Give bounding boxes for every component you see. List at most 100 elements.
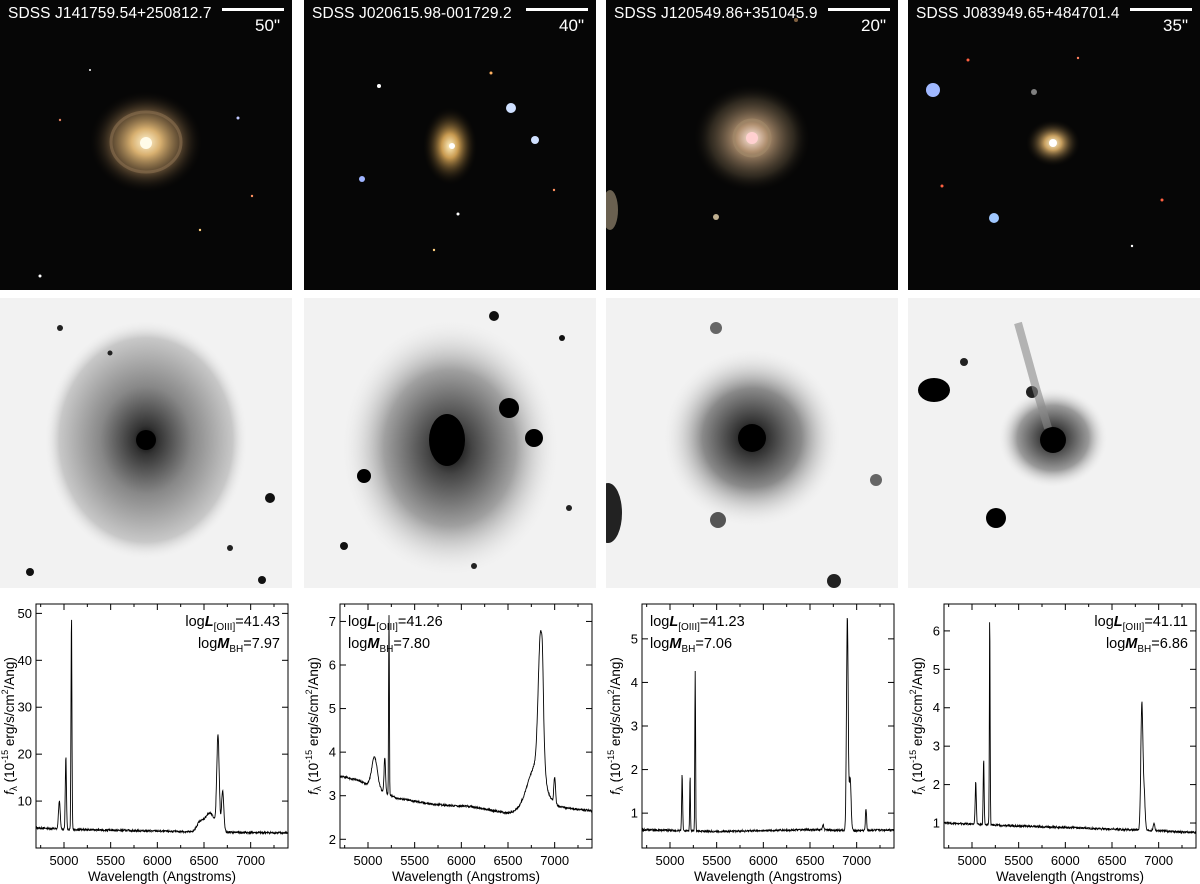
- y-tick-label: 4: [933, 700, 940, 715]
- x-tick-label: 6500: [494, 853, 523, 868]
- x-axis-label: Wavelength (Angstroms): [996, 869, 1144, 884]
- spectrum-panel-2: 5000 5500 6000 6500 7000 2 3 4 5 6 7 Wavelength (An…: [304, 596, 596, 884]
- x-tick-label: 5500: [96, 853, 125, 868]
- color-image-2: SDSS J020615.98-001729.2 40": [304, 0, 596, 290]
- scale-bar-2: 40": [524, 8, 588, 36]
- y-axis-label: fλ (10-15 erg/s/cm2/Ang): [0, 657, 20, 795]
- y-tick-label: 5: [933, 662, 940, 677]
- x-tick-label: 5000: [656, 853, 685, 868]
- scale-bar-4: 35": [1128, 8, 1192, 36]
- y-tick-label: 5: [329, 701, 336, 716]
- y-tick-label: 4: [631, 675, 638, 690]
- oiii-luminosity-annotation: logL[OIII]=41.23: [650, 614, 745, 633]
- scale-bar-label: 20": [861, 16, 886, 35]
- x-tick-label: 6500: [796, 853, 825, 868]
- y-tick-label: 2: [933, 777, 940, 792]
- x-tick-label: 5500: [702, 853, 731, 868]
- x-tick-label: 7000: [540, 853, 569, 868]
- spectrum-plot-3: 5000 5500 6000 6500 7000 1 2 3 4 5 Wavelength (Ang…: [606, 603, 895, 884]
- scale-bar-line: [828, 8, 890, 11]
- x-tick-label: 5000: [958, 853, 987, 868]
- y-tick-label: 50: [18, 606, 32, 621]
- oiii-luminosity-annotation: logL[OIII]=41.11: [1094, 614, 1188, 633]
- grayscale-image-4: [908, 298, 1200, 588]
- color-image-3: SDSS J120549.86+351045.9 20": [606, 0, 898, 290]
- bh-mass-annotation: logMBH=7.97: [198, 636, 280, 655]
- plot-frame: [35, 603, 289, 849]
- y-tick-label: 3: [631, 719, 638, 734]
- galaxy-grayscale-image-3: [606, 322, 882, 588]
- scale-bar-line: [1130, 8, 1192, 11]
- x-tick-label: 5000: [354, 853, 383, 868]
- x-tick-label: 6500: [190, 853, 219, 868]
- x-tick-label: 6500: [1098, 853, 1127, 868]
- y-tick-label: 3: [933, 739, 940, 754]
- spectrum-plot-4: 5000 5500 6000 6500 7000 1 2 3 4 5 6 Wavelength (An…: [908, 603, 1197, 884]
- y-axis-label: fλ (10-15 erg/s/cm2/Ang): [908, 657, 928, 795]
- y-tick-label: 3: [329, 788, 336, 803]
- galaxy-color-image-1: [38, 69, 254, 278]
- panel-column-1: SDSS J141759.54+250812.7 50" 5000 5500 600…: [0, 0, 292, 884]
- x-axis-label: Wavelength (Angstroms): [694, 869, 842, 884]
- galaxy-color-image-3: [606, 18, 812, 230]
- galaxy-grayscale-image-2: [340, 311, 572, 578]
- bh-mass-annotation: logMBH=7.80: [348, 636, 430, 655]
- grayscale-image-1: [0, 298, 292, 588]
- x-tick-label: 5000: [50, 853, 79, 868]
- x-tick-label: 6000: [749, 853, 778, 868]
- bh-mass-annotation: logMBH=6.86: [1106, 636, 1188, 655]
- y-tick-label: 10: [18, 794, 32, 809]
- galaxy-color-image-4: [926, 56, 1164, 248]
- x-tick-label: 7000: [1144, 853, 1173, 868]
- x-tick-label: 6000: [1051, 853, 1080, 868]
- plot-frame: [339, 603, 593, 849]
- y-tick-label: 2: [631, 762, 638, 777]
- y-tick-label: 20: [18, 747, 32, 762]
- x-tick-label: 5500: [1004, 853, 1033, 868]
- oiii-luminosity-annotation: logL[OIII]=41.43: [185, 614, 280, 633]
- y-axis-label: fλ (10-15 erg/s/cm2/Ang): [606, 657, 626, 795]
- y-tick-label: 7: [329, 614, 336, 629]
- y-tick-label: 6: [933, 623, 940, 638]
- y-axis-label: fλ (10-15 erg/s/cm2/Ang): [304, 657, 324, 795]
- spectrum-panel-1: 5000 5500 6000 6500 7000 10 20 30 40 50 Wavelength…: [0, 596, 292, 884]
- spectrum-panel-3: 5000 5500 6000 6500 7000 1 2 3 4 5 Wavelength (Ang…: [606, 596, 898, 884]
- scale-bar-line: [222, 8, 284, 11]
- x-tick-label: 5500: [400, 853, 429, 868]
- x-axis-label: Wavelength (Angstroms): [392, 869, 540, 884]
- panel-column-2: SDSS J020615.98-001729.2 40" 5000 5500 600…: [304, 0, 596, 884]
- object-name-3: SDSS J120549.86+351045.9: [614, 5, 818, 22]
- x-tick-label: 7000: [236, 853, 265, 868]
- y-tick-label: 6: [329, 658, 336, 673]
- y-tick-label: 2: [329, 832, 336, 847]
- y-tick-label: 1: [631, 806, 638, 821]
- scale-bar-label: 50": [255, 16, 280, 35]
- spectrum-line: [641, 617, 895, 834]
- spectrum-panel-4: 5000 5500 6000 6500 7000 1 2 3 4 5 6 Wavelength (An…: [908, 596, 1200, 884]
- scale-bar-3: 20": [826, 8, 890, 36]
- spectrum-plot-1: 5000 5500 6000 6500 7000 10 20 30 40 50 Wavelength…: [0, 603, 289, 884]
- spectrum-line: [339, 615, 593, 815]
- scale-bar-line: [526, 8, 588, 11]
- y-tick-label: 40: [18, 653, 32, 668]
- scale-bar-label: 35": [1163, 16, 1188, 35]
- object-name-4: SDSS J083949.65+484701.4: [916, 5, 1120, 22]
- spectrum-plot-2: 5000 5500 6000 6500 7000 2 3 4 5 6 7 Wavelength (An…: [304, 603, 593, 884]
- plot-frame: [943, 603, 1197, 849]
- x-axis-label: Wavelength (Angstroms): [88, 869, 236, 884]
- spectrum-line: [35, 619, 289, 836]
- object-name-1: SDSS J141759.54+250812.7: [8, 5, 212, 22]
- y-tick-label: 5: [631, 631, 638, 646]
- x-tick-label: 7000: [842, 853, 871, 868]
- color-image-1: SDSS J141759.54+250812.7 50": [0, 0, 292, 290]
- spectrum-line: [944, 622, 1197, 835]
- y-tick-label: 1: [933, 816, 940, 831]
- y-tick-label: 4: [329, 745, 336, 760]
- panel-column-4: SDSS J083949.65+484701.4 35" 5000 5500 600…: [908, 0, 1200, 884]
- galaxy-grayscale-image-1: [26, 320, 275, 584]
- x-tick-label: 6000: [447, 853, 476, 868]
- galaxy-color-image-2: [359, 71, 556, 252]
- color-image-4: SDSS J083949.65+484701.4 35": [908, 0, 1200, 290]
- panel-column-3: SDSS J120549.86+351045.9 20" 5000 5500 600…: [606, 0, 898, 884]
- grayscale-image-2: [304, 298, 596, 588]
